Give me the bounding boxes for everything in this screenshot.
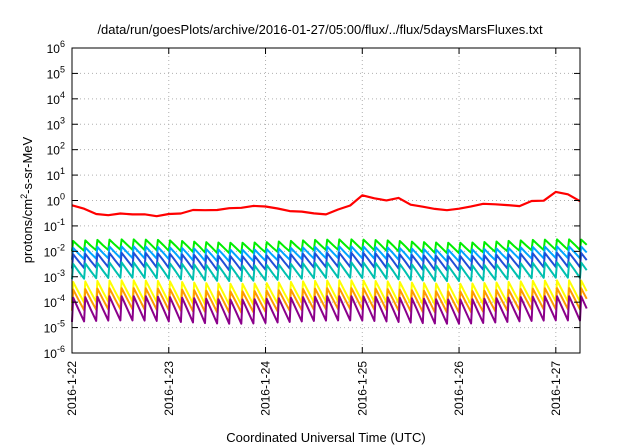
x-tick-label: 2016-1-25 <box>355 361 369 416</box>
x-axis: 2016-1-22 2016-1-23 2016-1-24 2016-1-25 2016… <box>65 48 563 416</box>
y-tick-label: 10-4 <box>44 293 65 310</box>
series-line-7 <box>71 295 588 325</box>
y-tick-label-base: 10 <box>44 245 58 259</box>
y-tick-label-base: 10 <box>47 195 61 209</box>
y-tick-label-base: 10 <box>47 144 61 158</box>
series-line-4 <box>71 261 588 282</box>
x-tick-label: 2016-1-22 <box>65 361 79 416</box>
y-tick-label: 101 <box>47 166 65 183</box>
y-tick-label: 102 <box>47 141 65 158</box>
y-tick-label-base: 10 <box>44 347 58 361</box>
y-tick-label: 100 <box>47 192 65 209</box>
y-tick-label-exp: 2 <box>60 141 65 151</box>
y-tick-label-base: 10 <box>47 93 61 107</box>
y-tick-label-exp: -1 <box>57 217 65 227</box>
y-tick-label: 10-5 <box>44 319 65 336</box>
y-tick-label-exp: -6 <box>57 344 65 354</box>
x-tick-label: 2016-1-26 <box>452 361 466 416</box>
y-axis: 10-610-510-410-310-210-11001011021031041… <box>44 39 580 361</box>
y-tick-label: 10-3 <box>44 268 65 285</box>
y-axis-label-sup: 2 <box>19 194 29 199</box>
y-tick-label-exp: 6 <box>60 39 65 49</box>
series-line-0 <box>71 190 581 218</box>
y-tick-label: 10-1 <box>44 217 65 234</box>
y-tick-label-exp: 0 <box>60 192 65 202</box>
y-tick-label-base: 10 <box>44 296 58 310</box>
y-tick-label-base: 10 <box>47 42 61 56</box>
y-tick-label-exp: 4 <box>60 90 65 100</box>
y-tick-label-exp: -5 <box>57 319 65 329</box>
y-axis-label-base: protons/cm <box>20 199 35 263</box>
y-axis-label: protons/cm2-s-sr-MeV <box>19 136 35 263</box>
y-tick-label: 105 <box>47 64 65 81</box>
y-tick-label: 103 <box>47 115 65 132</box>
y-tick-label-base: 10 <box>44 220 58 234</box>
y-tick-label-base: 10 <box>44 271 58 285</box>
y-tick-label: 104 <box>47 90 65 107</box>
x-tick-label: 2016-1-24 <box>259 361 273 416</box>
y-tick-label: 106 <box>47 39 65 56</box>
y-tick-label-exp: 3 <box>60 115 65 125</box>
series-group <box>71 190 588 325</box>
y-tick-label-exp: 5 <box>60 64 65 74</box>
y-tick-label-exp: -4 <box>57 293 65 303</box>
chart-title: /data/run/goesPlots/archive/2016-01-27/0… <box>97 22 543 37</box>
y-tick-label: 10-6 <box>44 344 65 361</box>
y-tick-label-base: 10 <box>47 118 61 132</box>
y-tick-label-exp: -2 <box>57 242 65 252</box>
x-axis-label: Coordinated Universal Time (UTC) <box>226 430 425 445</box>
y-tick-label-exp: -3 <box>57 268 65 278</box>
x-tick-label: 2016-1-27 <box>549 361 563 416</box>
y-tick-label-base: 10 <box>47 67 61 81</box>
x-tick-label: 2016-1-23 <box>162 361 176 416</box>
y-tick-label-base: 10 <box>47 169 61 183</box>
y-tick-label-base: 10 <box>44 322 58 336</box>
y-tick-label: 10-2 <box>44 242 65 259</box>
y-tick-label-exp: 1 <box>60 166 65 176</box>
y-axis-label-rest: -s-sr-MeV <box>20 136 35 193</box>
